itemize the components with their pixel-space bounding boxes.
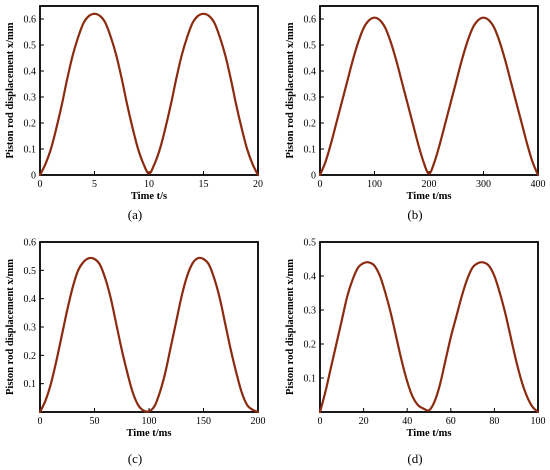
y-tick-label: 0.5 (304, 41, 317, 52)
x-tick-label: 20 (253, 179, 263, 190)
y-tick-label: 0.3 (304, 306, 317, 317)
y-tick-label: 0.1 (24, 145, 37, 156)
x-axis-label: Time t/ms (406, 428, 451, 439)
x-tick-label: 200 (422, 179, 437, 190)
y-tick-label: 0.2 (24, 351, 37, 362)
x-tick-label: 50 (90, 416, 100, 427)
x-tick-label: 5 (92, 179, 97, 190)
x-tick-label: 200 (251, 416, 266, 427)
y-tick-label: 0.1 (24, 379, 37, 390)
x-tick-label: 300 (476, 179, 491, 190)
x-tick-label: 80 (489, 416, 499, 427)
panel-caption: (a) (128, 207, 142, 222)
y-axis-label: Piston rod displacement x/mm (285, 22, 296, 158)
plot-frame (319, 241, 539, 413)
chart-panel-4: 0 20 40 60 80 100 0.1 0.2 0.3 0.4 0.5 Time t/ms Pist… (285, 238, 546, 467)
x-tick-label: 100 (531, 416, 546, 427)
panel-caption: (d) (407, 451, 422, 466)
y-tick-label: 0.6 (24, 15, 37, 26)
chart-panel-3: 0 50 100 150 200 0.1 0.2 0.3 0.4 0.5 0.6 Time t/ms P… (5, 238, 266, 467)
y-tick-label: 0.1 (304, 374, 317, 385)
displacement-curve (38, 256, 260, 414)
y-tick-label: 0.5 (304, 238, 317, 249)
y-tick-label: 0.5 (24, 41, 37, 52)
y-tick-label: 0.6 (24, 238, 37, 249)
x-tick-label: 15 (199, 179, 209, 190)
chart-panel-2: 0 100 200 300 400 0 0.1 0.2 0.3 0.4 0.5 0.6 Time t/m… (285, 5, 546, 222)
x-tick-label: 100 (142, 416, 157, 427)
plot-frame (319, 5, 539, 176)
x-tick-label: 60 (446, 416, 456, 427)
x-tick-label: 150 (196, 416, 211, 427)
y-tick-label: 0.4 (24, 67, 37, 78)
displacement-curve (318, 16, 540, 177)
x-tick-label: 40 (402, 416, 412, 427)
x-tick-label: 0 (318, 179, 323, 190)
panel-caption: (b) (407, 207, 422, 222)
y-tick-label: 0.4 (304, 67, 317, 78)
x-tick-label: 0 (38, 179, 43, 190)
y-tick-label: 0.2 (304, 340, 317, 351)
y-tick-label: 0.1 (304, 145, 317, 156)
y-tick-label: 0.4 (24, 294, 37, 305)
y-axis-label: Piston rod displacement x/mm (285, 259, 296, 395)
y-tick-label: 0.3 (304, 93, 317, 104)
x-tick-label: 100 (367, 179, 382, 190)
y-axis-label: Piston rod displacement x/mm (5, 259, 16, 395)
x-tick-label: 10 (144, 179, 154, 190)
x-axis-label: Time t/s (131, 191, 167, 202)
x-axis-label: Time t/ms (126, 428, 171, 439)
y-tick-label: 0.3 (24, 93, 37, 104)
plot-frame (39, 5, 259, 176)
y-tick-label: 0.4 (304, 272, 317, 283)
x-tick-label: 20 (359, 416, 369, 427)
y-tick-label: 0.2 (304, 119, 317, 130)
y-tick-label: 0.2 (24, 119, 37, 130)
y-axis-label: Piston rod displacement x/mm (5, 22, 16, 158)
x-tick-label: 400 (531, 179, 546, 190)
y-tick-label: 0.6 (304, 15, 317, 26)
x-tick-label: 0 (318, 416, 323, 427)
displacement-curve (318, 261, 540, 414)
x-tick-label: 0 (38, 416, 43, 427)
y-tick-label: 0.5 (24, 266, 37, 277)
chart-panel-1: 0 5 10 15 20 0 0.1 0.2 0.3 0.4 0.5 0.6 Time t/s Pisto… (5, 5, 263, 222)
y-tick-label: 0 (31, 171, 36, 182)
panel-caption: (c) (128, 451, 142, 466)
displacement-curve (38, 12, 260, 177)
x-axis-label: Time t/ms (406, 191, 451, 202)
y-tick-label: 0.3 (24, 323, 37, 334)
y-tick-label: 0 (311, 171, 316, 182)
